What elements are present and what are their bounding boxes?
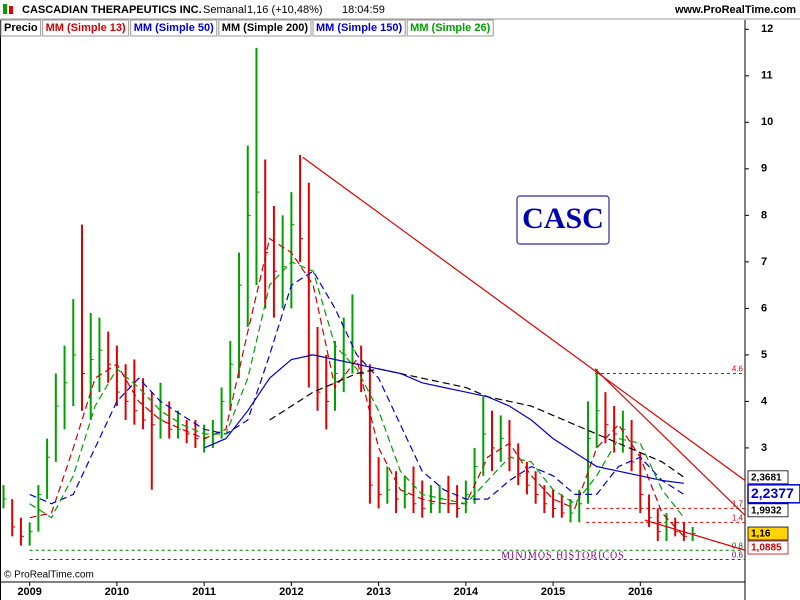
x-tick-label: 2013	[366, 586, 390, 598]
level-label: 1.4	[732, 513, 744, 522]
y-tick-label: 5	[761, 349, 767, 361]
legend-entry: Precio	[4, 22, 38, 34]
legend: Precio MM (Simple 13) MM (Simple 50) MM (Si…	[0, 19, 494, 37]
legend-box	[130, 19, 218, 37]
legend-box	[42, 19, 130, 37]
legend-box	[312, 19, 406, 37]
icon	[3, 4, 7, 14]
x-tick-label: 2015	[541, 586, 565, 598]
level-label: 0.6	[732, 551, 744, 560]
ma-line	[269, 368, 685, 478]
marker-label: 1,9932	[751, 505, 782, 516]
toolbar-icons	[3, 4, 13, 14]
time: 18:04:59	[342, 4, 385, 16]
marker-box	[747, 503, 789, 518]
x-tick-label: 2011	[192, 586, 216, 598]
note: MINIMOS HISTORICOS	[501, 550, 625, 561]
legend-entry: MM (Simple 26)	[410, 22, 490, 34]
level-label: 0.8	[732, 541, 744, 550]
x-tick-label: 2016	[628, 586, 652, 598]
legend-box	[406, 19, 494, 37]
trendline	[644, 519, 746, 551]
marker-box	[747, 484, 800, 504]
annotation-box	[516, 195, 610, 245]
marker-label: 1,16	[751, 529, 771, 540]
y-tick-label: 3	[761, 442, 767, 454]
level-label: 4.6	[732, 365, 744, 374]
y-tick-label: 7	[761, 256, 767, 268]
x-tick-label: 2009	[17, 586, 41, 598]
marker-box	[747, 526, 789, 541]
y-tick-label: 4	[761, 395, 768, 407]
legend-entry: MM (Simple 150)	[316, 22, 403, 34]
x-tick-label: 2012	[279, 586, 303, 598]
plot-area: 3 4 5 6 7 8 9 10 11 12 2009 2010 2011 2012 2013 2014 201…	[0, 20, 800, 600]
marker-label: 2,2377	[751, 485, 794, 501]
ma-line	[203, 354, 684, 484]
legend-entry: MM (Simple 200)	[222, 22, 309, 34]
trendline	[302, 156, 746, 481]
ma-line	[29, 261, 685, 519]
marker-box	[747, 470, 789, 485]
legend-box	[218, 19, 312, 37]
y-tick-label: 11	[761, 70, 773, 82]
ma-line	[29, 270, 685, 505]
source: www.ProRealTime.com	[674, 4, 796, 16]
copyright: © ProRealTime.com	[4, 570, 94, 581]
legend-entry: MM (Simple 13)	[46, 22, 126, 34]
x-tick-label: 2014	[454, 586, 479, 598]
title: CASCADIAN THERAPEUTICS INC.	[22, 4, 202, 16]
period: Semanal	[203, 4, 246, 16]
marker-label: 2,3681	[751, 472, 782, 483]
annotation: CASC	[522, 202, 604, 235]
level-label: 1.7	[732, 500, 744, 509]
y-tick-label: 8	[761, 209, 767, 221]
trendline	[594, 368, 746, 516]
y-tick-label: 6	[761, 302, 767, 314]
quote: 1,16 (+10,48%)	[247, 4, 323, 16]
icon	[9, 6, 13, 14]
y-tick-label: 12	[761, 23, 773, 35]
legend-box	[0, 19, 42, 37]
marker-label: 1,0885	[751, 543, 782, 554]
legend-entry: MM (Simple 50)	[134, 22, 214, 34]
y-tick-label: 10	[761, 116, 773, 128]
ma-line	[29, 237, 685, 537]
x-tick-label: 2010	[105, 586, 129, 598]
marker-box	[747, 540, 789, 555]
y-tick-label: 9	[761, 163, 767, 175]
